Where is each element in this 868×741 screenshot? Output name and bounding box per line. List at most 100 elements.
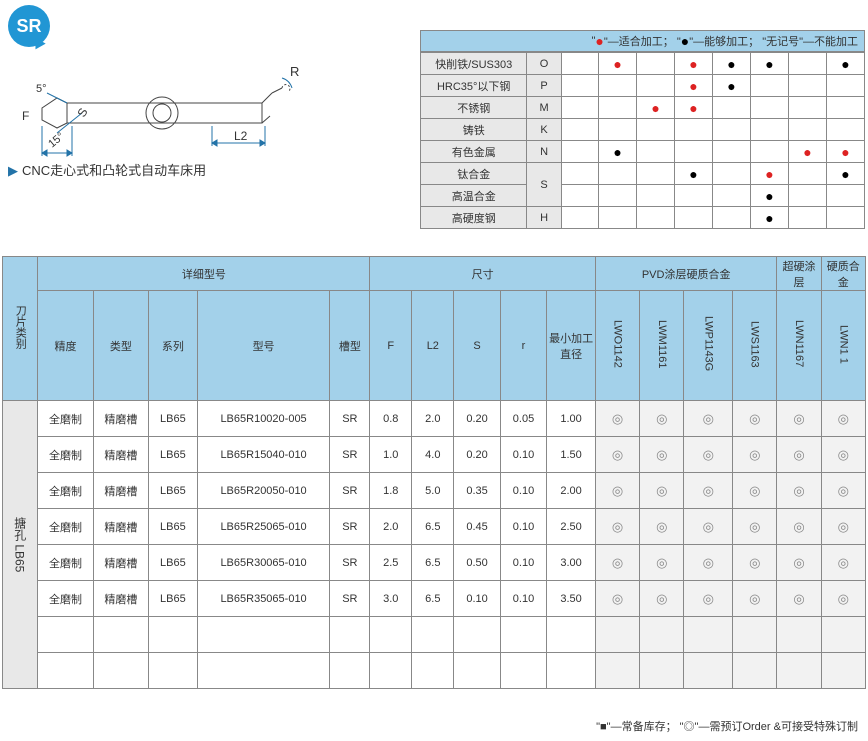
mat-cell — [637, 75, 675, 97]
mat-cell — [788, 53, 826, 75]
grade-cell: ◎ — [821, 545, 865, 581]
mat-cell — [599, 75, 637, 97]
material-suitability-table: "●"—适合加工； "●"—能够加工； "无记号"—不能加工 快削铁/SUS30… — [420, 30, 865, 229]
lbl-5deg: 5° — [36, 83, 47, 95]
spec-cell: LB65R35065-010 — [197, 581, 330, 617]
spec-cell: LB65R25065-010 — [197, 509, 330, 545]
spec-cell: 0.10 — [500, 437, 546, 473]
empty-cell — [412, 653, 454, 689]
mat-cell: ● — [675, 75, 713, 97]
hdr-model-group: 详细型号 — [38, 257, 370, 291]
spec-cell: SR — [330, 545, 370, 581]
empty-cell — [500, 653, 546, 689]
mat-cell — [599, 97, 637, 119]
spec-side-label: 搪孔 LB65 — [3, 401, 38, 689]
caption-text: CNC走心式和凸轮式自动车床用 — [22, 163, 206, 178]
spec-cell: 4.0 — [412, 437, 454, 473]
material-legend: "●"—适合加工； "●"—能够加工； "无记号"—不能加工 — [420, 30, 865, 52]
grade-cell: ◎ — [595, 401, 639, 437]
grade-cell: ◎ — [640, 473, 684, 509]
hdr-pvd-group: PVD涂层硬质合金 — [595, 257, 776, 291]
mat-cell — [750, 119, 788, 141]
mat-cell — [561, 97, 598, 119]
empty-cell — [733, 653, 777, 689]
mat-cell — [750, 141, 788, 163]
mat-cell — [713, 141, 751, 163]
hdr-F: F — [370, 291, 412, 401]
mat-cell — [750, 97, 788, 119]
grade-cell: ◎ — [640, 401, 684, 437]
spec-cell: SR — [330, 581, 370, 617]
mat-row-code: K — [527, 119, 561, 141]
mat-cell — [637, 53, 675, 75]
mat-row-name: 铸铁 — [421, 119, 527, 141]
mat-cell: ● — [713, 53, 751, 75]
grade-cell: ◎ — [595, 581, 639, 617]
spec-cell: 0.10 — [500, 545, 546, 581]
grade-cell: ◎ — [821, 581, 865, 617]
empty-cell — [733, 617, 777, 653]
spec-cell: 0.10 — [454, 581, 500, 617]
mat-row-code: P — [527, 75, 561, 97]
mat-cell — [713, 207, 751, 229]
empty-cell — [149, 617, 198, 653]
spec-cell: 0.20 — [454, 437, 500, 473]
mat-cell — [826, 97, 864, 119]
empty-cell — [500, 617, 546, 653]
mat-cell — [561, 163, 598, 185]
mat-cell — [675, 141, 713, 163]
mat-cell: ● — [750, 53, 788, 75]
mat-cell — [713, 163, 751, 185]
empty-cell — [38, 617, 93, 653]
lbl-R: R — [290, 64, 299, 79]
spec-cell: 2.0 — [412, 401, 454, 437]
hdr-g4: LWS1163 — [733, 291, 777, 401]
caption-marker: ▶ — [8, 163, 18, 178]
spec-cell: 2.00 — [547, 473, 596, 509]
spec-cell: SR — [330, 473, 370, 509]
spec-cell: LB65 — [149, 473, 198, 509]
empty-cell — [330, 653, 370, 689]
spec-cell: LB65 — [149, 509, 198, 545]
grade-cell: ◎ — [777, 401, 821, 437]
mat-cell — [637, 207, 675, 229]
spec-cell: LB65R30065-010 — [197, 545, 330, 581]
spec-cell: 精磨槽 — [93, 473, 148, 509]
spec-cell: 0.8 — [370, 401, 412, 437]
spec-cell: SR — [330, 509, 370, 545]
mat-cell: ● — [750, 207, 788, 229]
hdr-series: 系列 — [149, 291, 198, 401]
mat-row-code: O — [527, 53, 561, 75]
empty-cell — [93, 617, 148, 653]
spec-cell: 6.5 — [412, 545, 454, 581]
hdr-hard-group: 硬质合金 — [821, 257, 865, 291]
mat-cell — [788, 75, 826, 97]
footnote: "■"—常备库存； "◎"—需预订Order &可接受特殊订制 — [0, 718, 864, 734]
grade-cell: ◎ — [595, 473, 639, 509]
spec-cell: 全磨制 — [38, 545, 93, 581]
empty-cell — [777, 617, 821, 653]
spec-cell: 全磨制 — [38, 473, 93, 509]
mat-cell — [599, 119, 637, 141]
spec-cell: 2.5 — [370, 545, 412, 581]
spec-cell: 0.10 — [500, 473, 546, 509]
grade-cell: ◎ — [733, 581, 777, 617]
grade-cell: ◎ — [821, 401, 865, 437]
sr-badge: SR — [8, 5, 50, 47]
mat-cell: ● — [826, 53, 864, 75]
mat-cell: ● — [675, 97, 713, 119]
spec-cell: 精磨槽 — [93, 401, 148, 437]
empty-cell — [640, 653, 684, 689]
mat-cell — [599, 207, 637, 229]
mat-row-name: 不锈钢 — [421, 97, 527, 119]
spec-cell: 0.45 — [454, 509, 500, 545]
mat-cell — [826, 75, 864, 97]
empty-cell — [38, 653, 93, 689]
mat-cell — [675, 119, 713, 141]
mat-row-code: M — [527, 97, 561, 119]
spec-cell: LB65R20050-010 — [197, 473, 330, 509]
mat-cell — [675, 207, 713, 229]
spec-cell: 1.50 — [547, 437, 596, 473]
empty-cell — [777, 653, 821, 689]
spec-cell: 3.00 — [547, 545, 596, 581]
